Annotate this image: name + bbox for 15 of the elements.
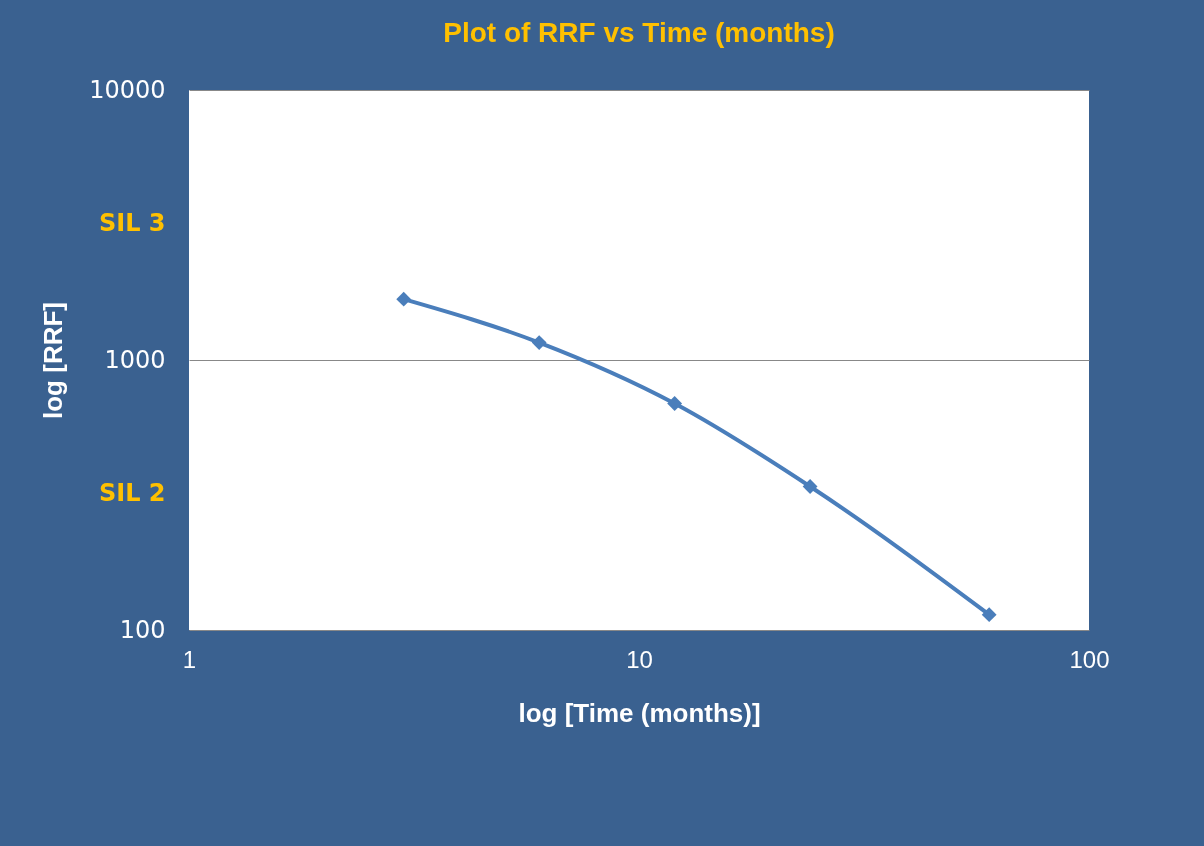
- y-axis-title: log [RRF]: [38, 302, 69, 419]
- y-tick-label: 1000: [104, 345, 166, 374]
- point: [396, 291, 412, 307]
- point: [531, 335, 547, 351]
- y-tick-label: SIL 2: [98, 479, 166, 508]
- point: [667, 396, 683, 411]
- point: [802, 479, 818, 494]
- x-tick-label: 10: [626, 645, 653, 673]
- y-tick-label: 100: [119, 615, 166, 644]
- x-axis-title: log [Time (months)]: [518, 697, 761, 728]
- chart-title: Plot of RRF vs Time (months): [443, 17, 835, 48]
- y-tick-label: SIL 3: [98, 209, 166, 238]
- x-tick-label: 1: [182, 645, 197, 673]
- y-tick-label: 10000: [89, 75, 166, 104]
- x-tick-label: 100: [1069, 645, 1110, 673]
